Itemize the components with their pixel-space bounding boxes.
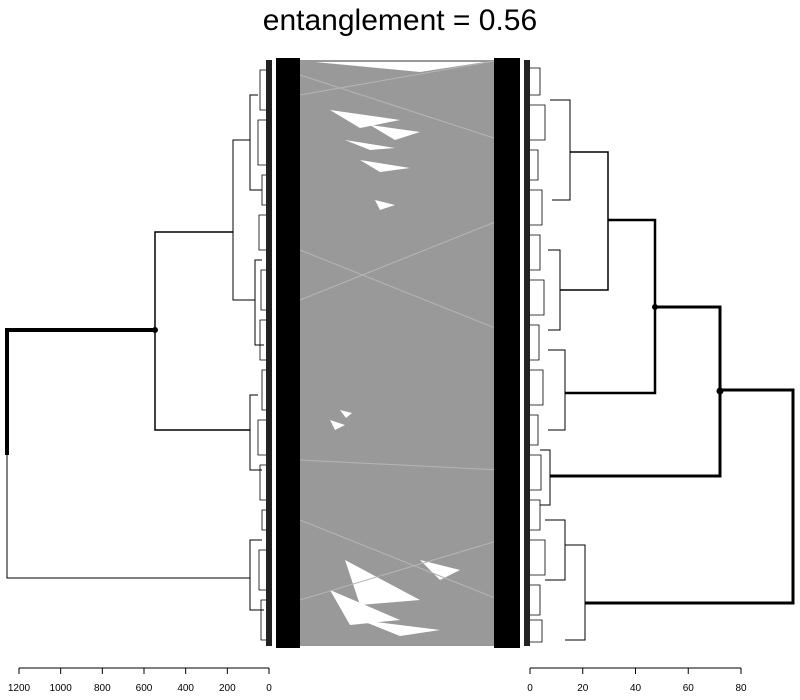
- connector-gaps: [315, 62, 485, 636]
- left-axis-tick-label: 1000: [50, 683, 73, 694]
- right-branch-level3: [565, 218, 657, 395]
- left-axis-tick-label: 200: [219, 683, 236, 694]
- left-root-branch-top: [5, 328, 155, 455]
- left-branch-a1: [249, 94, 262, 191]
- right-axis-tick-label: 20: [577, 683, 589, 694]
- left-axis: 1200 1000 800 600 400 200 0: [8, 667, 272, 694]
- right-axis-tick-label: 0: [527, 683, 533, 694]
- left-branch-b: [249, 394, 262, 471]
- left-branch-c: [249, 539, 264, 611]
- right-label-block: [494, 58, 530, 648]
- left-leaf-ticks: [266, 60, 272, 646]
- left-axis-tick-label: 800: [94, 683, 111, 694]
- right-leaf-ticks: [524, 60, 530, 646]
- left-axis-tick-label: 600: [136, 683, 153, 694]
- right-axis-tick-label: 60: [683, 683, 695, 694]
- right-branch-d: [540, 449, 551, 506]
- left-label-block: [266, 58, 300, 648]
- right-axis-tick-label: 40: [630, 683, 642, 694]
- left-root-branch-bottom: [6, 455, 250, 579]
- right-axis: 0 20 40 60 80: [527, 667, 747, 694]
- right-branch-f: [545, 519, 566, 581]
- left-branch-a: [232, 139, 255, 301]
- left-axis-tick-label: 1200: [8, 683, 31, 694]
- left-node: [152, 327, 158, 333]
- right-dendrogram: [530, 67, 795, 643]
- connecting-lines: [299, 59, 501, 646]
- right-branch-level2: [550, 305, 722, 478]
- connector-strokes: [299, 59, 501, 601]
- right-root-branch: [585, 388, 795, 605]
- right-branch-level4: [560, 151, 609, 291]
- left-labels: [276, 58, 300, 648]
- right-labels: [494, 58, 520, 648]
- left-axis-tick-label: 400: [177, 683, 194, 694]
- left-axis-tick-label: 0: [266, 683, 272, 694]
- figure-title: entanglement = 0.56: [262, 4, 538, 37]
- right-fine-branches: [530, 67, 546, 643]
- left-branch-a2: [254, 259, 264, 346]
- right-branch-c: [548, 349, 566, 431]
- right-branch-e: [565, 544, 586, 641]
- right-branch-b: [548, 249, 561, 331]
- left-dendrogram: [5, 69, 266, 641]
- left-fine-branches: [257, 69, 266, 641]
- right-axis-tick-label: 80: [735, 683, 747, 694]
- right-branch-a: [550, 99, 571, 201]
- left-branch-upper: [154, 231, 250, 431]
- connector-band: [300, 60, 500, 646]
